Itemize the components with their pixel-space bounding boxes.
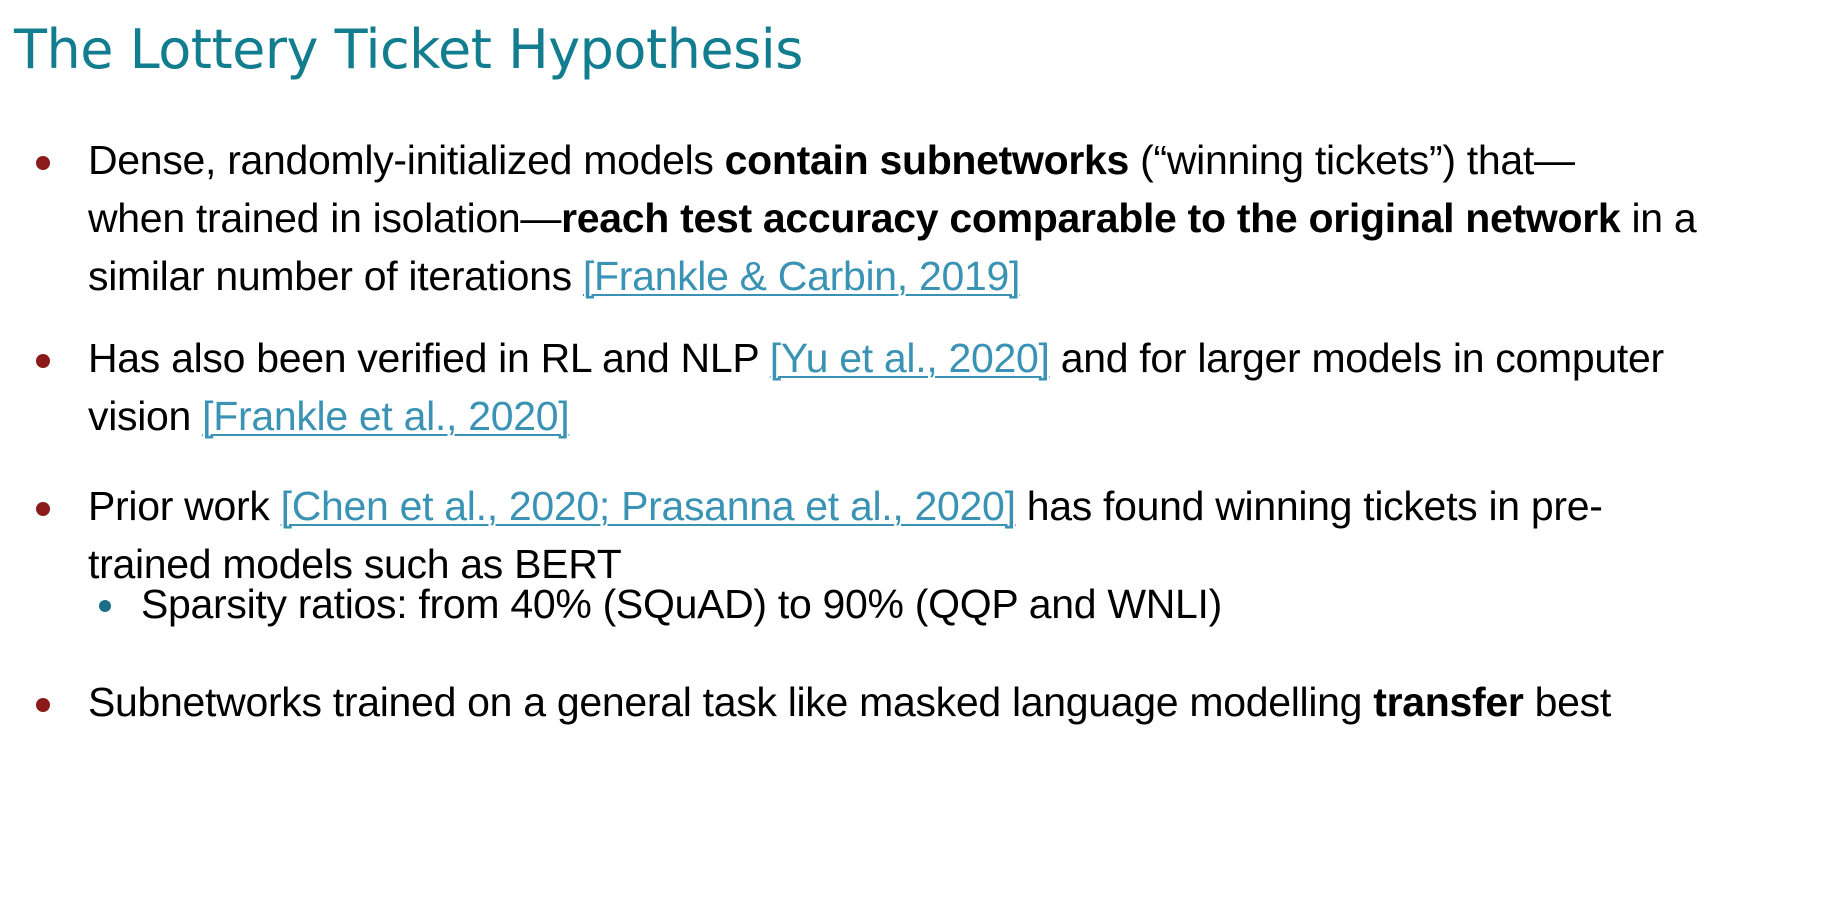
bullet-line: vision [Frankle et al., 2020]: [88, 387, 1813, 445]
text-run: trained models such as BERT: [88, 541, 622, 587]
bullet-verified-rl-nlp: Has also been verified in RL and NLP [Yu…: [36, 329, 1813, 445]
bullet-line: Has also been verified in RL and NLP [Yu…: [88, 329, 1813, 387]
citation-link-frankle-2020[interactable]: [Frankle et al., 2020]: [202, 393, 570, 439]
text-run: Has also been verified in RL and NLP: [88, 335, 770, 381]
text-run: best: [1523, 679, 1612, 725]
text-run: has found winning tickets in pre-: [1015, 483, 1603, 529]
text-run: in a: [1620, 195, 1697, 241]
citation-link-frankle-carbin[interactable]: [Frankle & Carbin, 2019]: [582, 253, 1021, 299]
slide-title: The Lottery Ticket Hypothesis: [14, 18, 803, 81]
bullet-winning-tickets: Dense, randomly-initialized models conta…: [36, 131, 1813, 305]
text-run: similar number of iterations: [88, 253, 583, 299]
citation-link-chen-prasanna[interactable]: [Chen et al., 2020; Prasanna et al., 202…: [280, 483, 1016, 529]
bullet-transfer: Subnetworks trained on a general task li…: [36, 673, 1813, 731]
text-run: Prior work: [88, 483, 281, 529]
text-run: vision: [88, 393, 203, 439]
bullet-line: trained models such as BERT: [88, 535, 1813, 593]
bullet-line: Prior work [Chen et al., 2020; Prasanna …: [88, 477, 1813, 535]
text-run: when trained in isolation—: [88, 195, 562, 241]
text-run: and for larger models in computer: [1049, 335, 1664, 381]
bold-text: transfer: [1373, 679, 1524, 725]
text-run: Subnetworks trained on a general task li…: [88, 679, 1374, 725]
text-run: Dense, randomly-initialized models: [88, 137, 725, 183]
bullet-line: when trained in isolation—reach test acc…: [88, 189, 1813, 247]
bullet-line: Subnetworks trained on a general task li…: [88, 673, 1813, 731]
sub-bullet-sparsity: Sparsity ratios: from 40% (SQuAD) to 90%…: [99, 575, 1791, 633]
bullet-prior-work: Prior work [Chen et al., 2020; Prasanna …: [36, 477, 1813, 593]
text-run: (“winning tickets”) that—: [1129, 137, 1575, 183]
citation-link-yu[interactable]: [Yu et al., 2020]: [769, 335, 1050, 381]
bullet-line: similar number of iterations [Frankle & …: [88, 247, 1813, 305]
bold-text: contain subnetworks: [724, 137, 1130, 183]
bold-text: reach test accuracy comparable to the or…: [561, 195, 1621, 241]
bullet-line: Dense, randomly-initialized models conta…: [88, 131, 1813, 189]
